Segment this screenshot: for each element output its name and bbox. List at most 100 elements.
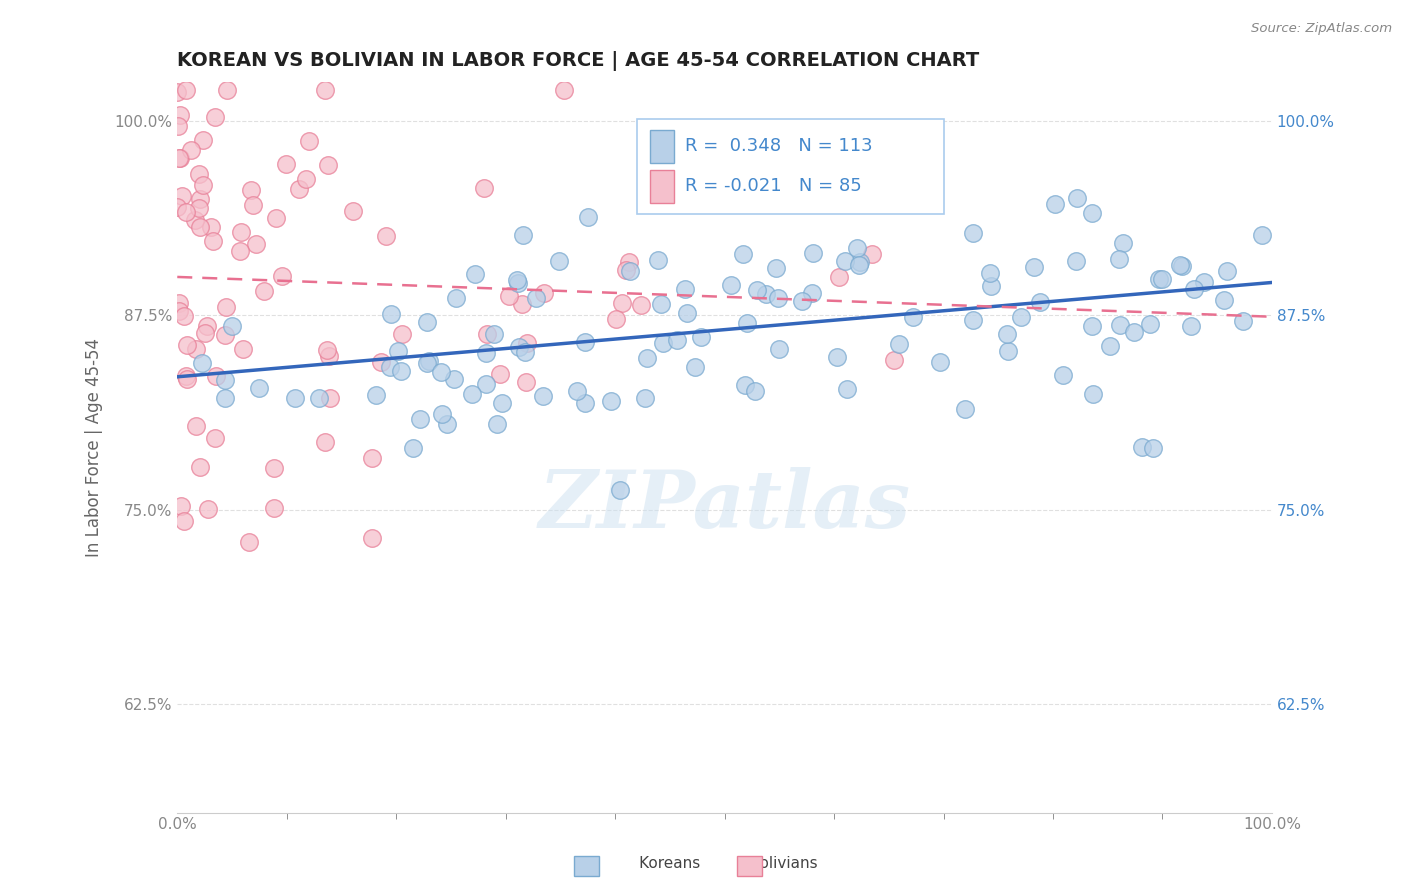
- Point: [270, 268, 292, 283]
- Point: [360, 531, 382, 545]
- Point: [176, 204, 198, 219]
- Point: [700, 184, 723, 198]
- Point: [461, 387, 484, 401]
- Point: [485, 417, 508, 431]
- Point: [245, 236, 267, 251]
- Point: [180, 143, 202, 157]
- Point: [187, 167, 209, 181]
- Point: [790, 294, 813, 309]
- Point: [316, 158, 339, 172]
- Point: [1112, 236, 1135, 251]
- Point: [443, 372, 465, 386]
- Point: [200, 220, 222, 235]
- Point: [418, 354, 440, 368]
- Point: [221, 318, 243, 333]
- Point: [745, 283, 768, 297]
- Point: [531, 389, 554, 403]
- Point: [204, 431, 226, 445]
- Point: [846, 241, 869, 255]
- Point: [202, 234, 225, 248]
- Point: [1168, 258, 1191, 272]
- Point: [166, 119, 188, 133]
- Point: [229, 244, 252, 259]
- Text: R =  0.348   N = 113: R = 0.348 N = 113: [685, 136, 873, 155]
- Point: [298, 135, 321, 149]
- Point: [188, 219, 211, 234]
- Point: [515, 375, 537, 389]
- Point: [515, 345, 537, 359]
- Point: [475, 326, 498, 341]
- Point: [676, 306, 699, 320]
- Point: [617, 255, 640, 269]
- Point: [242, 198, 264, 212]
- Point: [567, 384, 589, 398]
- Point: [827, 351, 849, 365]
- Point: [574, 396, 596, 410]
- Point: [240, 183, 263, 197]
- Point: [204, 111, 226, 125]
- Point: [173, 514, 195, 528]
- Point: [184, 418, 207, 433]
- Point: [735, 317, 758, 331]
- Point: [995, 326, 1018, 341]
- Point: [380, 308, 402, 322]
- Point: [170, 499, 193, 513]
- Point: [249, 381, 271, 395]
- Point: [263, 460, 285, 475]
- Point: [172, 189, 194, 203]
- Point: [574, 335, 596, 350]
- Point: [744, 384, 766, 398]
- Point: [1147, 272, 1170, 286]
- Text: ZIPatlas: ZIPatlas: [538, 467, 911, 545]
- Point: [599, 393, 621, 408]
- Point: [360, 451, 382, 466]
- Point: [883, 352, 905, 367]
- Point: [801, 285, 824, 300]
- Point: [516, 335, 538, 350]
- Point: [633, 391, 655, 405]
- Point: [342, 203, 364, 218]
- Text: Koreans          Bolivians: Koreans Bolivians: [605, 856, 817, 871]
- Point: [263, 500, 285, 515]
- Point: [512, 227, 534, 242]
- Point: [506, 273, 529, 287]
- Point: [229, 225, 252, 239]
- Point: [1066, 191, 1088, 205]
- Point: [1123, 326, 1146, 340]
- Point: [848, 258, 870, 272]
- Point: [1022, 260, 1045, 274]
- Point: [1108, 318, 1130, 333]
- Point: [308, 391, 330, 405]
- Point: [733, 246, 755, 260]
- Point: [953, 401, 976, 416]
- Point: [1139, 318, 1161, 332]
- Point: [652, 335, 675, 350]
- Point: [614, 262, 637, 277]
- Point: [1108, 252, 1130, 266]
- Point: [214, 391, 236, 405]
- Point: [1216, 264, 1239, 278]
- Point: [378, 360, 401, 375]
- Point: [316, 343, 339, 358]
- Point: [238, 535, 260, 549]
- Point: [673, 282, 696, 296]
- Point: [370, 354, 392, 368]
- Point: [176, 338, 198, 352]
- Point: [508, 340, 530, 354]
- Point: [284, 392, 307, 406]
- Point: [619, 264, 641, 278]
- Point: [779, 185, 801, 199]
- Point: [1010, 310, 1032, 325]
- Point: [214, 373, 236, 387]
- Point: [690, 330, 713, 344]
- Point: [576, 210, 599, 224]
- Point: [1052, 368, 1074, 383]
- Point: [364, 387, 387, 401]
- Point: [167, 296, 190, 310]
- Point: [276, 157, 298, 171]
- Point: [253, 284, 276, 298]
- Point: [184, 213, 207, 227]
- Point: [464, 268, 486, 282]
- Point: [720, 278, 742, 293]
- Bar: [650, 170, 675, 202]
